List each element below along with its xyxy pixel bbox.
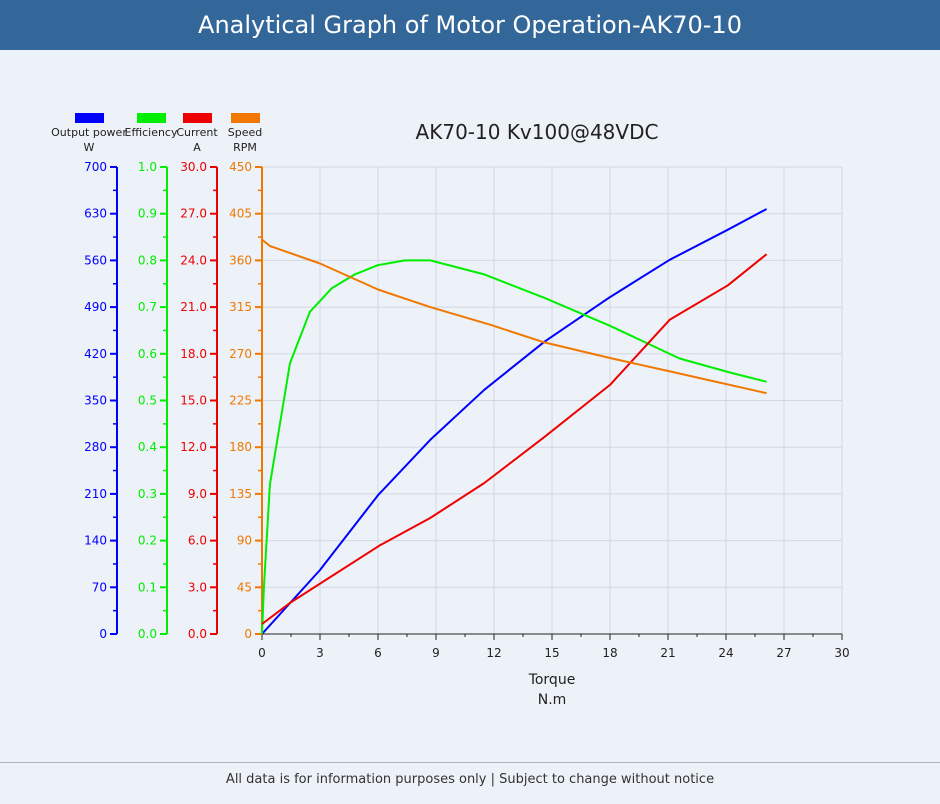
y-tick-label: 0.0 (138, 627, 157, 641)
y-tick-label: 12.0 (180, 440, 207, 454)
y-tick-label: 6.0 (188, 534, 207, 548)
y-tick-label: 700 (84, 160, 107, 174)
y-tick-label: 0.3 (138, 487, 157, 501)
legend-unit: RPM (233, 141, 257, 154)
y-tick-label: 30.0 (180, 160, 207, 174)
x-tick-label: 3 (316, 646, 324, 660)
y-tick-label: 560 (84, 253, 107, 267)
x-tick-label: 21 (660, 646, 675, 660)
y-tick-label: 360 (229, 253, 252, 267)
x-axis-unit: N.m (538, 692, 567, 708)
y-tick-label: 135 (229, 487, 252, 501)
y-tick-label: 3.0 (188, 580, 207, 594)
y-tick-label: 405 (229, 207, 252, 221)
y-tick-label: 24.0 (180, 253, 207, 267)
footer-divider (0, 762, 940, 763)
x-tick-label: 18 (602, 646, 617, 660)
x-tick-label: 15 (544, 646, 559, 660)
x-axis-label: Torque (528, 672, 576, 688)
y-tick-label: 0 (244, 627, 252, 641)
x-tick-label: 9 (432, 646, 440, 660)
legend-swatch (231, 113, 260, 123)
page-title: Analytical Graph of Motor Operation-AK70… (0, 0, 940, 50)
y-tick-label: 630 (84, 207, 107, 221)
y-tick-label: 9.0 (188, 487, 207, 501)
y-tick-label: 420 (84, 347, 107, 361)
series-line-current (261, 253, 768, 625)
y-tick-label: 0.2 (138, 534, 157, 548)
series-line-output-power (261, 208, 768, 635)
y-tick-label: 350 (84, 394, 107, 408)
motor-chart: AK70-10 Kv100@48VDC 0 3 6 9 12 15 18 21 24 27 30 Tor… (51, 113, 850, 708)
legend-swatch (183, 113, 212, 123)
y-tick-label: 0 (99, 627, 107, 641)
y-tick-label: 315 (229, 300, 252, 314)
y-tick-label: 270 (229, 347, 252, 361)
y-tick-label: 225 (229, 394, 252, 408)
legend-label: Output power (51, 126, 127, 139)
y-tick-label: 180 (229, 440, 252, 454)
y-tick-label: 15.0 (180, 394, 207, 408)
legend-unit: W (84, 141, 95, 154)
y-tick-label: 0.4 (138, 440, 157, 454)
legend-label: Current (176, 126, 218, 139)
y-tick-label: 27.0 (180, 207, 207, 221)
x-tick-label: 30 (834, 646, 849, 660)
y-tick-label: 45 (237, 580, 252, 594)
y-tick-label: 140 (84, 534, 107, 548)
y-tick-label: 210 (84, 487, 107, 501)
y-tick-label: 90 (237, 534, 252, 548)
y-tick-label: 0.9 (138, 207, 157, 221)
chart-title: AK70-10 Kv100@48VDC (416, 120, 659, 144)
y-tick-label: 0.5 (138, 394, 157, 408)
x-tick-label: 27 (776, 646, 791, 660)
y-tick-label: 490 (84, 300, 107, 314)
series-line-speed (261, 238, 767, 395)
y-tick-label: 0.0 (188, 627, 207, 641)
y-tick-label: 1.0 (138, 160, 157, 174)
y-tick-label: 70 (92, 580, 107, 594)
legend-unit: A (193, 141, 201, 154)
x-tick-label: 6 (374, 646, 382, 660)
x-tick-label: 0 (258, 646, 266, 660)
y-tick-label: 0.8 (138, 253, 157, 267)
y-tick-label: 0.6 (138, 347, 157, 361)
y-tick-label: 0.1 (138, 580, 157, 594)
legend-swatch (75, 113, 104, 123)
footer-disclaimer: All data is for information purposes onl… (225, 772, 715, 787)
y-tick-label: 18.0 (180, 347, 207, 361)
series-line-efficiency (261, 259, 767, 635)
y-tick-label: 21.0 (180, 300, 207, 314)
x-tick-label: 12 (486, 646, 501, 660)
y-tick-label: 450 (229, 160, 252, 174)
y-tick-label: 0.7 (138, 300, 157, 314)
y-tick-label: 280 (84, 440, 107, 454)
legend-label: Efficiency (125, 126, 178, 139)
x-tick-label: 24 (718, 646, 733, 660)
legend-swatch (137, 113, 166, 123)
legend-label: Speed (228, 126, 262, 139)
